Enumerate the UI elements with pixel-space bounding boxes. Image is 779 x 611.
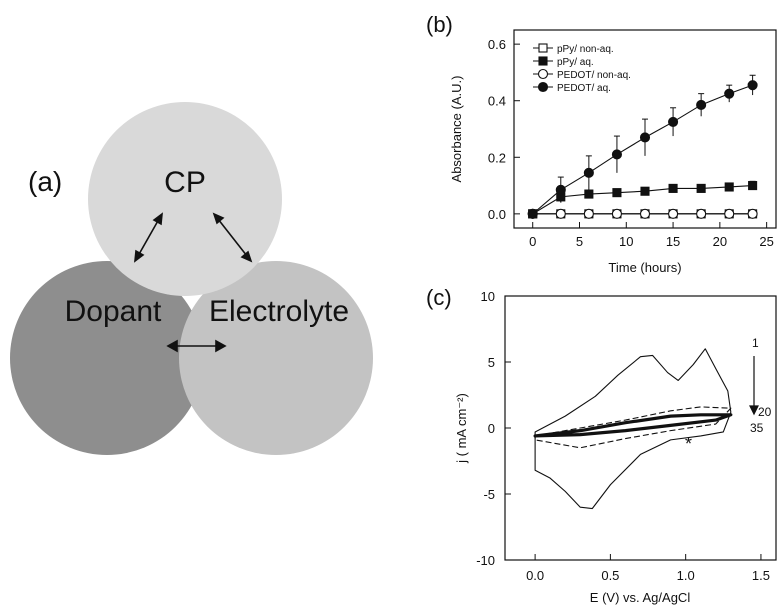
chart-b-xtick-label: 5 — [576, 234, 583, 249]
chart-b-point — [611, 149, 622, 160]
chart-c-series — [533, 348, 733, 510]
chart-b-point — [747, 208, 758, 219]
chart-b-ticks: 0 5 10 15 20 25 0.0 0.2 0.4 0.6 — [488, 37, 774, 249]
chart-c-cv-curve-cycle-20 — [534, 406, 732, 449]
chart-c-ticks: 0.0 0.5 1.0 1.5 -10 -5 0 5 10 — [476, 289, 770, 583]
chart-b-legend-marker — [538, 56, 548, 66]
cp-label: CP — [164, 166, 206, 199]
chart-b-point — [724, 208, 735, 219]
chart-b-legend: pPy/ non-aq. pPy/ aq. PEDOT/ non-aq. PEDOT/… — [533, 43, 631, 94]
chart-b-series-3 — [527, 74, 758, 219]
dopant-label: Dopant — [65, 295, 162, 328]
chart-b-xtick-label: 10 — [619, 234, 633, 249]
double-arrow-dopant-electrolyte — [166, 339, 227, 353]
panel-c: (c) 0.0 0.5 1.0 1.5 -10 -5 0 5 10 E (V) vs. Ag/A… — [426, 285, 777, 605]
circle-electrolyte — [179, 261, 373, 455]
chart-b-point — [724, 182, 734, 192]
chart-c-ytick-label: 10 — [481, 289, 495, 304]
double-arrow-cp-electrolyte — [212, 212, 253, 263]
chart-b-point — [611, 208, 622, 219]
chart-b-xtick-label: 20 — [713, 234, 727, 249]
chart-b-point — [527, 208, 538, 219]
chart-b-legend-marker — [537, 81, 549, 93]
chart-b-point — [583, 208, 594, 219]
chart-c-xtick-label: 1.0 — [677, 568, 695, 583]
chart-b-point — [696, 99, 707, 111]
chart-b-xtick-label: 25 — [759, 234, 773, 249]
panel-c-label: (c) — [426, 285, 452, 310]
double-arrow-cp-dopant — [134, 212, 163, 263]
panel-b-label: (b) — [426, 12, 453, 37]
chart-b-point — [668, 183, 678, 193]
panel-a: (a) CP Dopant Electrolyte — [10, 102, 373, 455]
chart-b-point — [747, 80, 758, 91]
chart-c-ytick-label: 5 — [488, 355, 495, 370]
chart-b-legend-label: pPy/ aq. — [557, 57, 594, 68]
cycle-label-mid: 20 — [758, 405, 772, 419]
chart-b-frame — [513, 29, 777, 229]
chart-b-ytick-label: 0.6 — [488, 37, 506, 52]
chart-b-point — [584, 189, 594, 199]
chart-b-point — [555, 208, 566, 219]
chart-b-point — [724, 88, 735, 99]
chart-b-ytick-label: 0.2 — [488, 150, 506, 165]
chart-b-ylabel: Absorbance (A.U.) — [449, 76, 464, 183]
chart-b-legend-label: pPy/ non-aq. — [557, 44, 614, 55]
chart-b-point — [696, 208, 707, 219]
chart-b-xtick-label: 0 — [529, 234, 536, 249]
circle-dopant — [10, 261, 204, 455]
chart-b-series-2 — [527, 208, 758, 219]
chart-b-point — [640, 186, 650, 196]
chart-b-point — [639, 208, 651, 219]
circle-cp — [88, 102, 282, 296]
chart-c-ytick-label: -10 — [476, 553, 495, 568]
electrolyte-label: Electrolyte — [209, 295, 349, 328]
cycle-down-arrow — [749, 356, 759, 416]
chart-c-xtick-label: 1.5 — [752, 568, 770, 583]
chart-b-series — [527, 74, 758, 219]
chart-b-xtick-label: 15 — [666, 234, 680, 249]
chart-b-ytick-label: 0.0 — [488, 207, 506, 222]
chart-c-ytick-label: 0 — [488, 421, 495, 436]
chart-c-ytick-label: -5 — [483, 487, 495, 502]
chart-c-xlabel: E (V) vs. Ag/AgCl — [590, 590, 691, 605]
cycle-label-last: 35 — [750, 421, 764, 435]
chart-b-point — [612, 188, 622, 198]
chart-c-xtick-label: 0.5 — [601, 568, 619, 583]
chart-b-ytick-label: 0.4 — [488, 94, 506, 109]
chart-b-point — [668, 116, 679, 127]
chart-b-point — [668, 208, 679, 219]
chart-b-legend-label: PEDOT/ aq. — [557, 83, 611, 94]
chart-c-cv-curve-cycle-35 — [533, 413, 733, 438]
chart-b-point — [696, 183, 706, 193]
panel-a-label: (a) — [28, 166, 62, 197]
chart-b-legend-label: PEDOT/ non-aq. — [557, 70, 631, 81]
chart-b-legend-marker — [537, 68, 549, 80]
chart-b-point — [639, 132, 651, 143]
cv-marker-asterisk: * — [685, 434, 692, 454]
chart-b-point — [583, 167, 594, 178]
chart-c-xtick-label: 0.0 — [526, 568, 544, 583]
chart-b-point — [555, 184, 566, 195]
chart-b-point — [748, 181, 758, 191]
chart-c-cv-curve-cycle-1 — [534, 348, 732, 510]
chart-b-xlabel: Time (hours) — [608, 260, 681, 275]
cycle-label-first: 1 — [752, 336, 759, 350]
chart-b-legend-marker — [538, 43, 548, 53]
panel-b: (b) 0 5 10 15 20 250.00.20.40.6 pPy/ non-aq.p… — [426, 12, 777, 275]
chart-c-ylabel: j ( mA cm⁻²) — [454, 393, 469, 464]
